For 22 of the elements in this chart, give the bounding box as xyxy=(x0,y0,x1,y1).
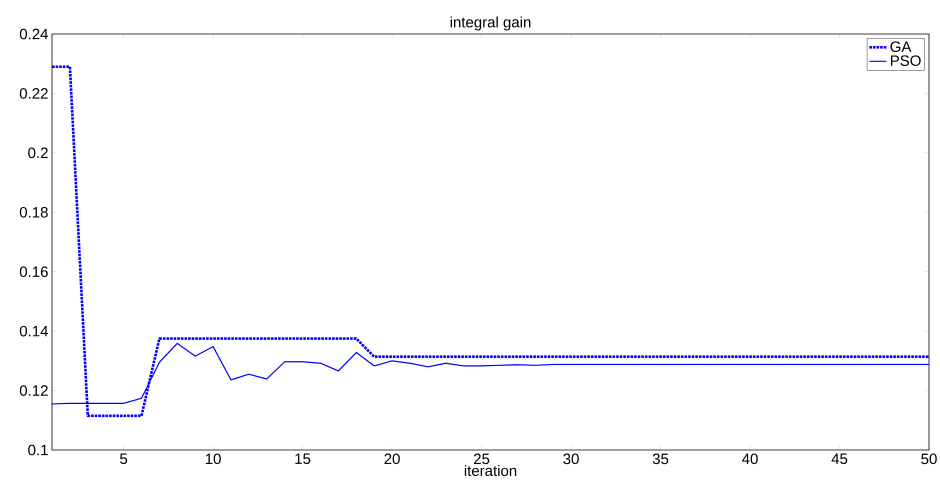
x-tick-label: 40 xyxy=(742,454,758,464)
x-tick-label: 30 xyxy=(563,454,579,464)
x-tick-label: 10 xyxy=(206,454,221,464)
x-tick-label: 5 xyxy=(120,454,128,464)
y-tick-label: 0.16 xyxy=(20,266,48,278)
y-tick-label: 0.2 xyxy=(28,148,48,158)
x-tick-label: 50 xyxy=(921,454,937,464)
y-tick-label: 0.1 xyxy=(28,444,48,456)
legend-label: GA xyxy=(890,41,912,52)
x-tick-label: 35 xyxy=(652,454,668,464)
x-tick-label: 15 xyxy=(295,454,310,464)
y-tick-label: 0.18 xyxy=(20,206,48,218)
y-tick-label: 0.22 xyxy=(20,88,48,99)
x-tick-label: 25 xyxy=(474,454,490,464)
y-tick-label: 0.12 xyxy=(20,385,48,396)
legend-label: PSO xyxy=(890,55,921,66)
y-tick-label: 0.24 xyxy=(20,28,48,40)
x-axis-title: iteration xyxy=(464,465,516,476)
chart-title: integral gain xyxy=(450,16,530,30)
x-tick-label: 20 xyxy=(384,454,400,464)
x-tick-label: 45 xyxy=(832,454,848,464)
y-tick-label: 0.14 xyxy=(20,326,48,336)
